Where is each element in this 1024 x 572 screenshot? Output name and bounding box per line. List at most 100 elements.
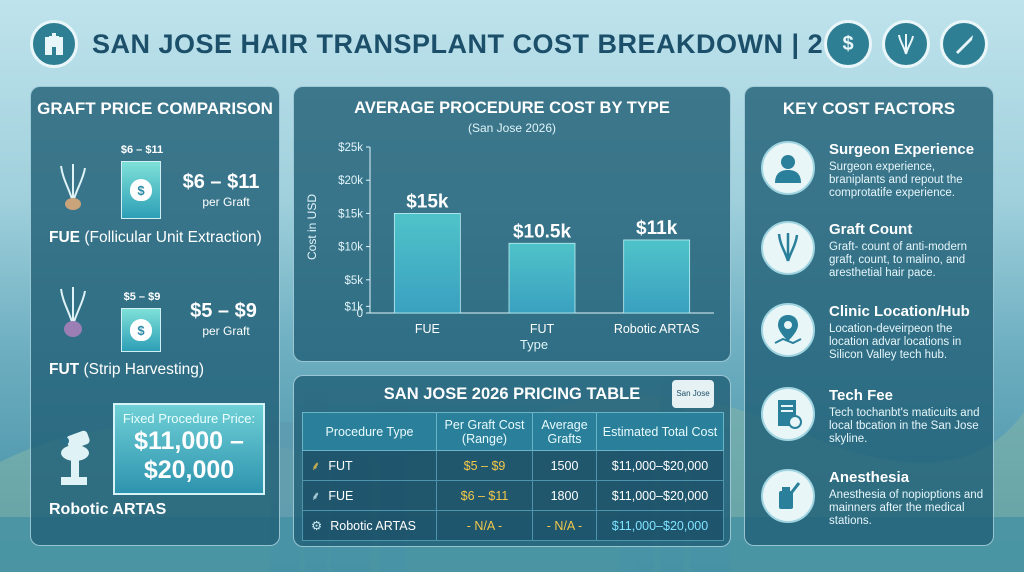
table-row: ⸙ FUT $5 – $9 1500 $11,000–$20,000 bbox=[302, 450, 724, 481]
fixed-price-box: Fixed Procedure Price: $11,000 – $20,000 bbox=[113, 403, 265, 495]
x-tick-label: FUE bbox=[415, 322, 440, 336]
per-graft-cell: - N/A - bbox=[436, 510, 533, 541]
x-tick-label: FUT bbox=[530, 322, 555, 336]
bar bbox=[508, 242, 576, 314]
table-header-cell: Average Grafts bbox=[532, 412, 597, 451]
factor-item: Anesthesia Anesthesia of nopioptions and… bbox=[761, 469, 987, 539]
fixed-price-line2: $20,000 bbox=[143, 456, 235, 484]
table-header-cell: Estimated Total Cost bbox=[596, 412, 724, 451]
bar-value-label: $11k bbox=[636, 218, 678, 239]
factor-desc: Graft- count of anti-modern graft, count… bbox=[829, 241, 968, 279]
hair-follicle-icon bbox=[761, 221, 815, 275]
table-header-row: Procedure Type Per Graft Cost (Range) Av… bbox=[302, 412, 724, 451]
robot-arm-icon: ⚙ bbox=[311, 519, 323, 533]
factor-item: Clinic Location/Hub Location-deveirpeon … bbox=[761, 303, 987, 373]
y-tick-label: $1k bbox=[344, 301, 363, 313]
factor-item: Graft Count Graft- count of anti-modern … bbox=[761, 221, 987, 291]
y-tick-label: $25k bbox=[338, 142, 363, 154]
y-tick-label: $10k bbox=[338, 242, 363, 254]
fue-unit: per Graft bbox=[202, 195, 250, 209]
money-bag-icon: $ bbox=[130, 319, 152, 341]
table-header-cell: Procedure Type bbox=[302, 412, 437, 451]
bar-value-label: $10.5k bbox=[513, 221, 572, 242]
total-cell: $11,000–$20,000 bbox=[596, 450, 724, 481]
map-pin-icon bbox=[761, 303, 815, 357]
procedure-name: FUE bbox=[328, 489, 354, 503]
fue-price-bar: $ bbox=[121, 161, 161, 219]
factor-title: Surgeon Experience bbox=[829, 141, 975, 158]
fue-price: $6 – $11 bbox=[182, 171, 260, 193]
surgeon-icon bbox=[761, 141, 815, 195]
graft-price-panel: GRAFT PRICE COMPARISON $6 – $11 $ $6 – $… bbox=[30, 86, 280, 546]
y-tick-label: $20k bbox=[338, 175, 363, 187]
fut-box-label: $5 – $9 bbox=[123, 291, 161, 303]
panel-title: KEY COST FACTORS bbox=[782, 99, 956, 118]
fut-name: FUT bbox=[49, 361, 80, 378]
panel-title: GRAFT PRICE COMPARISON bbox=[37, 99, 273, 118]
factor-item: Tech Fee Tech tochanbt's maticuits and l… bbox=[761, 387, 987, 457]
total-cell: $11,000–$20,000 bbox=[596, 510, 724, 541]
y-tick-label: 0 bbox=[357, 308, 363, 320]
money-bag-icon: $ bbox=[130, 179, 152, 201]
table-row: ⸙ FUE $6 – $11 1800 $11,000–$20,000 bbox=[302, 480, 724, 511]
syringe-icon bbox=[761, 469, 815, 523]
factor-item: Surgeon Experience Surgeon experience, b… bbox=[761, 141, 987, 211]
procedure-name: FUT bbox=[328, 459, 353, 473]
chart-subtitle: (San Jose 2026) bbox=[467, 121, 557, 135]
procedure-cell: ⸙ FUE bbox=[302, 480, 437, 511]
grafts-cell: 1800 bbox=[532, 480, 597, 511]
total-cell: $11,000–$20,000 bbox=[596, 480, 724, 511]
factor-desc: Anesthesia of nopioptions and mainners a… bbox=[829, 489, 984, 527]
per-graft-cell: $6 – $11 bbox=[436, 480, 533, 511]
x-tick-label: Robotic ARTAS bbox=[614, 322, 700, 336]
factor-title: Clinic Location/Hub bbox=[829, 303, 970, 320]
hair-follicle-icon bbox=[60, 164, 86, 210]
factor-title: Anesthesia bbox=[829, 469, 910, 486]
procedure-cell: ⸙ FUT bbox=[302, 450, 437, 481]
bar bbox=[393, 213, 461, 314]
fixed-price-line1: $11,000 – bbox=[134, 427, 244, 455]
factor-desc: Surgeon experience, braniplants and repo… bbox=[829, 161, 963, 199]
page-title: SAN JOSE HAIR TRANSPLANT COST BREAKDOWN … bbox=[92, 28, 870, 59]
table-title: SAN JOSE 2026 PRICING TABLE bbox=[383, 385, 641, 403]
factor-title: Graft Count bbox=[829, 221, 913, 238]
procedure-name: Robotic ARTAS bbox=[330, 519, 416, 533]
hair-follicle-icon: ⸙ bbox=[311, 459, 321, 473]
fut-unit: per Graft bbox=[202, 324, 250, 338]
bar-chart: Cost in USD Type 0$1k $5k $10k $15k $20k $25k… bbox=[305, 142, 714, 352]
money-bag-icon: $ bbox=[824, 20, 872, 68]
table-header-cell: Per Graft Cost (Range) bbox=[436, 412, 533, 451]
fue-desc: (Follicular Unit Extraction) bbox=[84, 229, 262, 246]
chart-title: AVERAGE PROCEDURE COST BY TYPE bbox=[354, 99, 670, 117]
per-graft-cell: $5 – $9 bbox=[436, 450, 533, 481]
pricing-table-panel: SAN JOSE 2026 PRICING TABLE San Jose Pro… bbox=[293, 375, 731, 547]
fue-name: FUE bbox=[49, 229, 80, 246]
x-axis-label: Type bbox=[520, 337, 548, 352]
pricing-table: Procedure Type Per Graft Cost (Range) Av… bbox=[302, 412, 724, 541]
invoice-icon bbox=[761, 387, 815, 441]
fut-desc: (Strip Harvesting) bbox=[83, 361, 205, 378]
fue-box-label: $6 – $11 bbox=[120, 144, 164, 156]
fue-label: FUE (Follicular Unit Extraction) bbox=[49, 229, 262, 247]
hair-follicle-icon bbox=[60, 287, 86, 337]
fut-label: FUT (Strip Harvesting) bbox=[49, 361, 204, 379]
artas-label: Robotic ARTAS bbox=[49, 501, 167, 518]
fut-price: $5 – $9 bbox=[190, 300, 257, 322]
factor-desc: Tech tochanbt's maticuits and local tbca… bbox=[829, 407, 980, 445]
chart-panel: AVERAGE PROCEDURE COST BY TYPE (San Jose… bbox=[293, 86, 731, 362]
y-tick-label: $5k bbox=[344, 275, 363, 287]
y-tick-label: $15k bbox=[338, 208, 363, 220]
hospital-icon bbox=[30, 20, 78, 68]
hair-follicle-icon: ⸙ bbox=[311, 489, 321, 503]
grafts-cell: - N/A - bbox=[532, 510, 597, 541]
table-row: ⚙ Robotic ARTAS - N/A - - N/A - $11,000–$… bbox=[302, 510, 724, 541]
factor-title: Tech Fee bbox=[829, 387, 893, 404]
grafts-cell: 1500 bbox=[532, 450, 597, 481]
bar-value-label: $15k bbox=[406, 191, 449, 212]
robot-arm-icon bbox=[61, 430, 90, 485]
procedure-cell: ⚙ Robotic ARTAS bbox=[302, 510, 437, 541]
scalpel-icon bbox=[940, 20, 988, 68]
cost-factors-panel: KEY COST FACTORS Surgeon Experience Surg… bbox=[744, 86, 994, 546]
fixed-price-label: Fixed Procedure Price: bbox=[122, 411, 256, 426]
hair-follicle-icon bbox=[882, 20, 930, 68]
